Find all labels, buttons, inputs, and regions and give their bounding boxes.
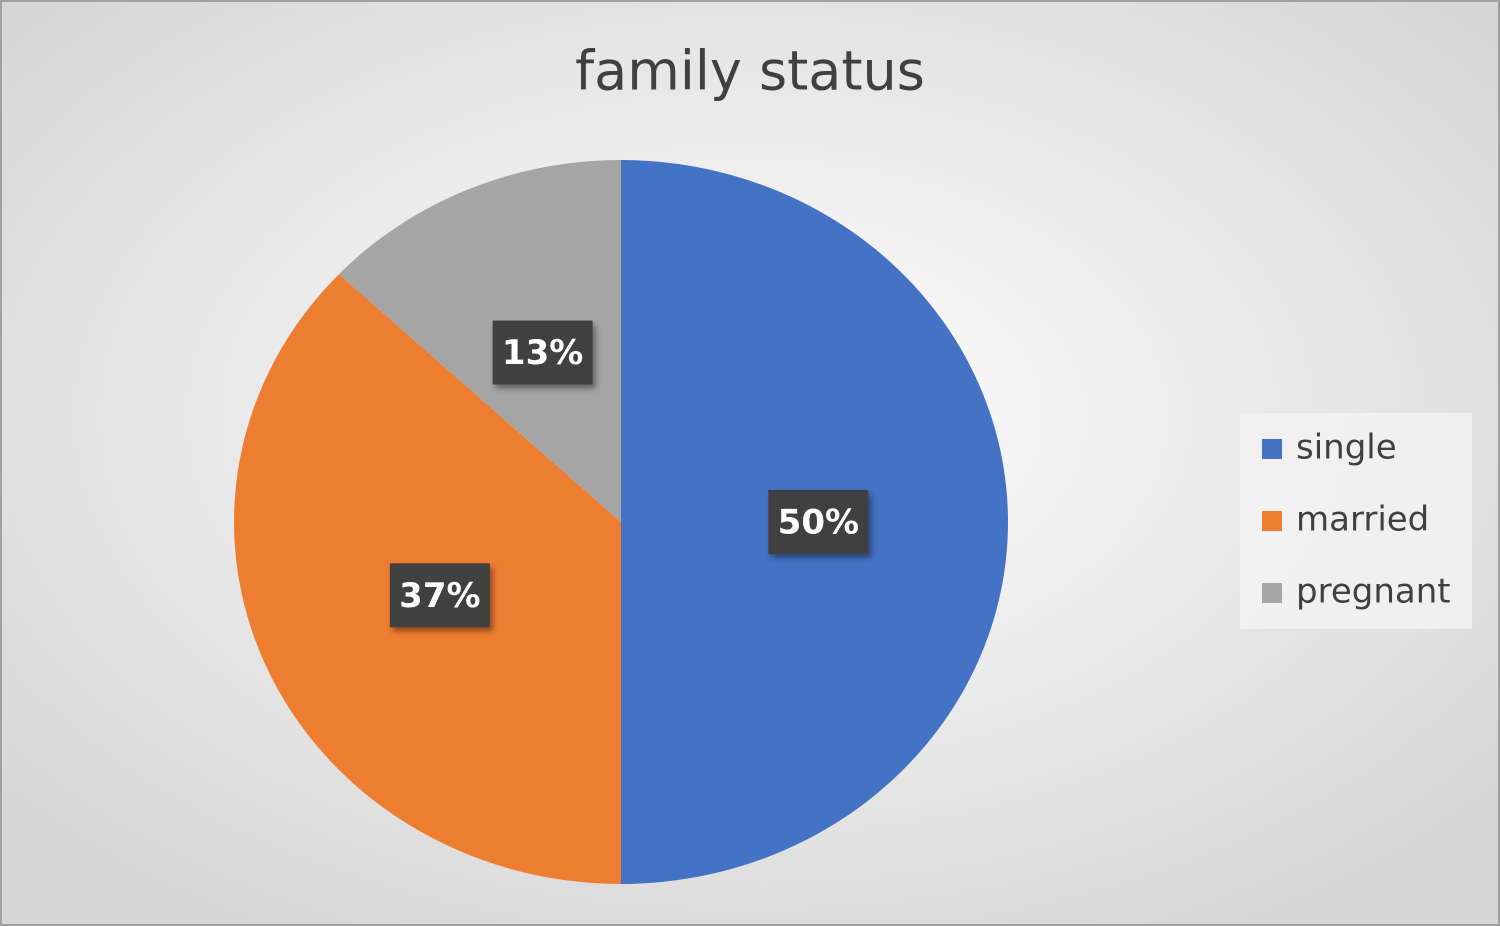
legend-label: married	[1296, 500, 1429, 540]
legend-swatch	[1262, 439, 1282, 459]
data-label-box	[768, 490, 869, 554]
legend-label: pregnant	[1296, 572, 1451, 612]
pie-slice	[338, 160, 621, 522]
data-label: 37%	[399, 576, 480, 616]
data-label: 13%	[502, 333, 583, 373]
legend-label: single	[1296, 428, 1397, 468]
legend-swatch	[1262, 511, 1282, 531]
data-label-box	[389, 563, 490, 628]
legend-swatch	[1262, 583, 1282, 603]
data-label: 50%	[778, 503, 859, 543]
chart-title: family status	[575, 40, 925, 103]
data-label-box	[492, 320, 593, 385]
